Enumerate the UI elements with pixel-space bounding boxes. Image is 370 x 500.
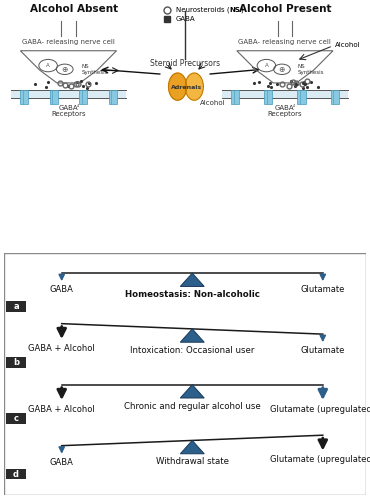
Bar bbox=[264, 90, 272, 104]
Text: Alcohol: Alcohol bbox=[335, 42, 360, 48]
Text: Homeostasis: Non-alcoholic: Homeostasis: Non-alcoholic bbox=[125, 290, 260, 299]
Text: NS
Synthesis: NS Synthesis bbox=[298, 64, 324, 74]
Text: ): ) bbox=[240, 6, 243, 13]
Text: Glutamate (upregulated): Glutamate (upregulated) bbox=[270, 405, 370, 414]
Bar bbox=[222, 90, 348, 98]
Bar bbox=[79, 90, 87, 104]
Text: GABA: GABA bbox=[58, 104, 78, 110]
Text: GABA: GABA bbox=[50, 285, 74, 294]
Bar bbox=[11, 90, 126, 98]
FancyBboxPatch shape bbox=[6, 469, 26, 480]
Text: Glutamate: Glutamate bbox=[300, 346, 345, 356]
Text: GABA- releasing nerve cell: GABA- releasing nerve cell bbox=[22, 39, 115, 45]
Text: Alcohol: Alcohol bbox=[200, 100, 225, 105]
Text: Steroid Precursors: Steroid Precursors bbox=[150, 58, 220, 68]
Text: Glutamate: Glutamate bbox=[300, 285, 345, 294]
Bar bbox=[50, 90, 58, 104]
Text: ₄: ₄ bbox=[77, 102, 79, 108]
Text: GABA + Alcohol: GABA + Alcohol bbox=[28, 344, 95, 353]
Text: a: a bbox=[13, 302, 19, 312]
Text: NS: NS bbox=[229, 7, 240, 13]
Polygon shape bbox=[185, 73, 204, 100]
FancyBboxPatch shape bbox=[6, 413, 26, 424]
Text: ⊕: ⊕ bbox=[61, 65, 68, 74]
Text: GABA: GABA bbox=[50, 458, 74, 467]
Text: Neurosteroids (: Neurosteroids ( bbox=[176, 6, 229, 13]
Text: ⊕: ⊕ bbox=[279, 65, 285, 74]
Polygon shape bbox=[169, 73, 187, 100]
Polygon shape bbox=[180, 329, 204, 342]
Text: b: b bbox=[13, 358, 19, 367]
Text: ₄: ₄ bbox=[293, 102, 295, 108]
Bar bbox=[331, 90, 339, 104]
Text: A: A bbox=[46, 63, 50, 68]
Text: Chronic and regular alcohol use: Chronic and regular alcohol use bbox=[124, 402, 260, 410]
Text: Intoxication: Occasional user: Intoxication: Occasional user bbox=[130, 346, 255, 355]
Text: GABA + Alcohol: GABA + Alcohol bbox=[28, 405, 95, 414]
Polygon shape bbox=[180, 384, 204, 398]
Bar bbox=[20, 90, 28, 104]
Text: Receptors: Receptors bbox=[51, 111, 86, 117]
Text: Glutamate (upregulated): Glutamate (upregulated) bbox=[270, 456, 370, 464]
Polygon shape bbox=[180, 273, 204, 286]
Text: Receptors: Receptors bbox=[268, 111, 302, 117]
Text: Alcohol Present: Alcohol Present bbox=[239, 4, 331, 14]
Text: GABA: GABA bbox=[275, 104, 295, 110]
Text: GABA: GABA bbox=[176, 16, 195, 22]
FancyBboxPatch shape bbox=[6, 302, 26, 312]
Text: A: A bbox=[265, 63, 268, 68]
Text: d: d bbox=[13, 470, 19, 478]
Bar bbox=[231, 90, 239, 104]
FancyBboxPatch shape bbox=[6, 358, 26, 368]
Text: NS
Synthesis: NS Synthesis bbox=[81, 64, 108, 74]
Text: GABA- releasing nerve cell: GABA- releasing nerve cell bbox=[238, 39, 332, 45]
Polygon shape bbox=[180, 440, 204, 454]
Text: c: c bbox=[14, 414, 18, 423]
Text: Adrenals: Adrenals bbox=[171, 86, 202, 90]
Bar bbox=[109, 90, 117, 104]
Text: Withdrawal state: Withdrawal state bbox=[156, 458, 229, 466]
Bar bbox=[297, 90, 306, 104]
Text: Alcohol Absent: Alcohol Absent bbox=[30, 4, 118, 14]
